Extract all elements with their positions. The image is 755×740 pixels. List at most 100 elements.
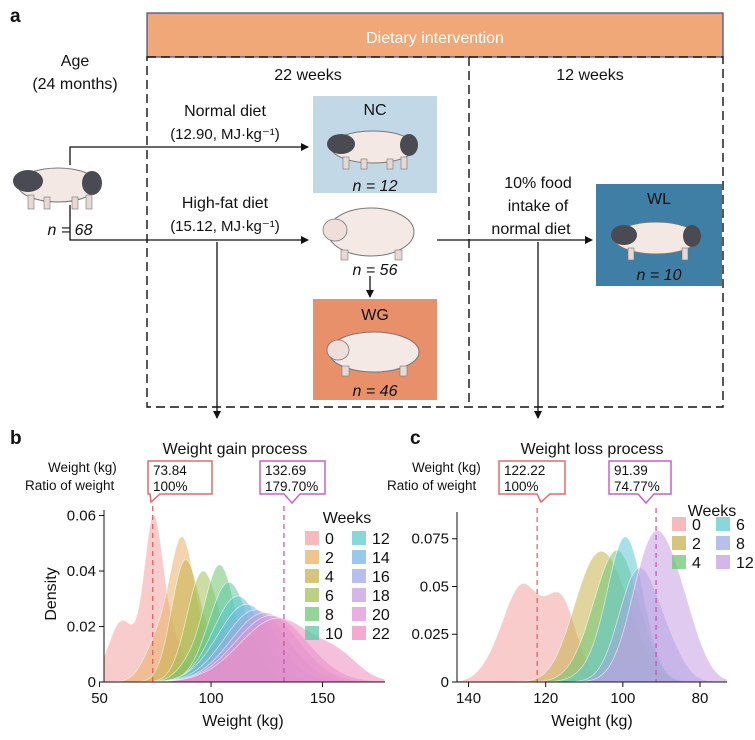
x-tick-label: 120 <box>533 690 558 707</box>
age-label: Age <box>61 53 90 70</box>
legend-label-week-22: 22 <box>372 626 390 643</box>
legend-label-week-14: 14 <box>372 550 390 567</box>
c-box1-weight: 122.22 <box>504 463 545 478</box>
legend-swatch-week-8 <box>305 607 319 621</box>
y-tick-label: 0.025 <box>411 626 449 643</box>
restriction-line-1: 10% food <box>504 175 572 192</box>
legend-swatch-week-22 <box>352 626 366 640</box>
panel-a-letter: a <box>10 6 21 27</box>
b-box2-weight: 132.69 <box>265 463 306 478</box>
chart-c-legend-title: Weeks <box>688 503 737 520</box>
panel-b: b Weight gain process Weight (kg) Ratio … <box>10 428 390 730</box>
period-12-weeks: 12 weeks <box>556 67 624 84</box>
legend-label-week-8: 8 <box>736 536 745 553</box>
legend-label-week-4: 4 <box>325 569 334 586</box>
b-box1-weight: 73.84 <box>153 463 187 478</box>
legend-swatch-week-2 <box>672 536 686 550</box>
c-callout-1 <box>498 460 566 504</box>
high-fat-energy: (15.12, MJ·kg⁻¹) <box>170 218 280 235</box>
x-tick-label: 100 <box>199 690 224 707</box>
legend-label-week-6: 6 <box>736 517 745 534</box>
legend-swatch-week-18 <box>352 588 366 602</box>
pig-icon <box>322 207 415 261</box>
panel-b-letter: b <box>10 428 22 449</box>
y-tick-label: 0 <box>441 674 449 691</box>
legend-label-week-12: 12 <box>372 531 390 548</box>
x-tick-label: 80 <box>692 690 709 707</box>
pig-icon <box>611 221 701 261</box>
legend-label-week-12: 12 <box>736 555 754 572</box>
b-row-weight: Weight (kg) <box>48 460 117 475</box>
high-fat-label: High-fat diet <box>182 195 269 212</box>
wl-n: n = 10 <box>637 267 682 284</box>
legend-label-week-20: 20 <box>372 607 390 624</box>
b-callout-1 <box>147 460 213 504</box>
pig-icon <box>13 167 102 210</box>
legend-swatch-week-12 <box>716 555 730 569</box>
legend-swatch-week-20 <box>352 607 366 621</box>
legend-label-week-6: 6 <box>325 588 334 605</box>
age-value: (24 months) <box>32 76 117 93</box>
legend-swatch-week-0 <box>305 531 319 545</box>
normal-diet-label: Normal diet <box>184 103 266 120</box>
c-row-weight: Weight (kg) <box>412 460 481 475</box>
legend-label-week-2: 2 <box>325 550 334 567</box>
arrow-normal-diet <box>69 143 309 165</box>
chart-c-xlabel: Weight (kg) <box>551 713 633 730</box>
legend-label-week-16: 16 <box>372 569 390 586</box>
legend-swatch-week-2 <box>305 550 319 564</box>
panel-c: c Weight loss process Weight (kg) Ratio … <box>387 428 754 730</box>
b-callout-2 <box>259 460 326 505</box>
legend-swatch-week-4 <box>672 555 686 569</box>
legend-swatch-week-8 <box>716 536 730 550</box>
pig-icon <box>326 331 420 377</box>
chart-c-title: Weight loss process <box>521 441 664 458</box>
x-tick-label: 50 <box>91 690 108 707</box>
y-tick-label: 0.02 <box>67 619 96 636</box>
legend-swatch-week-14 <box>352 550 366 564</box>
y-tick-label: 0.075 <box>411 531 449 548</box>
intervention-banner <box>146 12 724 58</box>
high-fat-n: n = 56 <box>353 262 398 279</box>
normal-diet-energy: (12.90, MJ·kg⁻¹) <box>170 126 280 143</box>
b-box2-ratio: 179.70% <box>265 479 318 494</box>
legend-label-week-4: 4 <box>692 555 701 572</box>
chart-b-legend: 0 2 4 6 8 10 12 14 16 18 20 22 <box>305 531 390 643</box>
x-tick-label: 140 <box>456 690 481 707</box>
legend-label-week-8: 8 <box>325 607 334 624</box>
legend-swatch-week-10 <box>305 626 319 640</box>
legend-label-week-0: 0 <box>692 517 701 534</box>
restriction-line-2: intake of <box>508 198 569 215</box>
c-callout-2 <box>608 460 672 505</box>
legend-swatch-week-4 <box>305 569 319 583</box>
arrow-high-fat <box>69 205 309 244</box>
legend-label-week-18: 18 <box>372 588 390 605</box>
chart-b-ylabel: Density <box>43 567 60 620</box>
pig-icon <box>327 130 418 170</box>
y-tick-label: 0 <box>88 674 96 691</box>
chart-c-legend: 0 2 4 6 8 12 <box>672 517 754 572</box>
wl-label: WL <box>647 191 671 208</box>
y-tick-label: 0.04 <box>67 563 96 580</box>
legend-label-week-10: 10 <box>325 626 343 643</box>
c-box1-ratio: 100% <box>504 479 539 494</box>
legend-swatch-week-6 <box>305 588 319 602</box>
legend-swatch-week-16 <box>352 569 366 583</box>
panel-c-letter: c <box>410 428 421 449</box>
intervention-frame <box>146 56 724 408</box>
x-tick-label: 100 <box>610 690 635 707</box>
legend-swatch-week-6 <box>716 517 730 531</box>
nc-n: n = 12 <box>353 178 398 195</box>
legend-label-week-0: 0 <box>325 531 334 548</box>
y-tick-label: 0.05 <box>420 578 449 595</box>
chart-b-legend-title: Weeks <box>323 510 372 527</box>
wg-label: WG <box>361 307 389 324</box>
legend-swatch-week-12 <box>352 531 366 545</box>
c-row-ratio: Ratio of weight <box>387 478 477 493</box>
b-row-ratio: Ratio of weight <box>25 478 115 493</box>
legend-label-week-2: 2 <box>692 536 701 553</box>
y-tick-label: 0.06 <box>67 508 96 525</box>
chart-b-xlabel: Weight (kg) <box>202 713 284 730</box>
nc-label: NC <box>363 102 386 119</box>
